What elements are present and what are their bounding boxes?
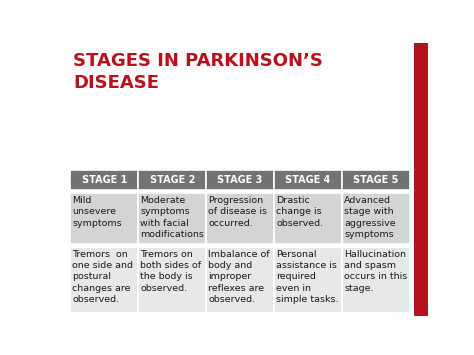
Bar — [342, 193, 410, 244]
Bar — [138, 247, 206, 313]
Text: Hallucination
and spasm
occurs in this
stage.: Hallucination and spasm occurs in this s… — [344, 250, 408, 293]
Bar — [274, 247, 342, 313]
Bar — [70, 247, 138, 313]
Bar — [206, 247, 274, 313]
Text: DISEASE: DISEASE — [73, 74, 159, 92]
Text: STAGE 5: STAGE 5 — [354, 175, 399, 185]
Bar — [138, 170, 206, 190]
Text: Tremors on
both sides of
the body is
observed.: Tremors on both sides of the body is obs… — [140, 250, 201, 293]
Text: Progression
of disease is
occurred.: Progression of disease is occurred. — [209, 196, 267, 228]
Text: Imbalance of
body and
improper
reflexes are
observed.: Imbalance of body and improper reflexes … — [209, 250, 270, 304]
Bar — [70, 193, 138, 244]
Bar — [274, 170, 342, 190]
Text: Tremors  on
one side and
postural
changes are
observed.: Tremors on one side and postural changes… — [73, 250, 134, 304]
Bar — [274, 193, 342, 244]
Bar — [138, 193, 206, 244]
Bar — [414, 43, 428, 316]
Text: STAGES IN PARKINSON’S: STAGES IN PARKINSON’S — [73, 52, 323, 70]
Text: STAGE 2: STAGE 2 — [149, 175, 195, 185]
Text: STAGE 4: STAGE 4 — [285, 175, 331, 185]
Text: Mild
unsevere
symptoms: Mild unsevere symptoms — [73, 196, 122, 228]
Bar — [206, 193, 274, 244]
Text: STAGE 1: STAGE 1 — [82, 175, 127, 185]
Text: Advanced
stage with
aggressive
symptoms: Advanced stage with aggressive symptoms — [344, 196, 396, 239]
Bar — [342, 170, 410, 190]
Text: Drastic
change is
observed.: Drastic change is observed. — [276, 196, 323, 228]
Text: Personal
assistance is
required
even in
simple tasks.: Personal assistance is required even in … — [276, 250, 339, 304]
Text: STAGE 3: STAGE 3 — [218, 175, 263, 185]
Text: Moderate
symptoms
with facial
modifications: Moderate symptoms with facial modificati… — [140, 196, 204, 239]
Bar — [206, 170, 274, 190]
Bar — [70, 170, 138, 190]
Bar — [342, 247, 410, 313]
